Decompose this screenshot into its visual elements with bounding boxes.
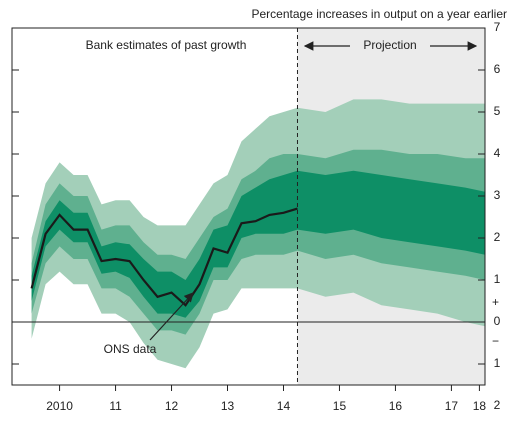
- plot-area: [12, 28, 486, 385]
- sign-label: +: [492, 295, 499, 309]
- y-tick-label: 0: [494, 314, 501, 328]
- y-tick-label: 4: [494, 146, 501, 160]
- y-tick-label: 1: [494, 272, 501, 286]
- chart-title: Percentage increases in output on a year…: [252, 7, 508, 21]
- x-tick-label: 18: [473, 399, 487, 413]
- y-tick-label: 1: [494, 356, 501, 370]
- annotation: Bank estimates of past growth: [86, 38, 247, 52]
- arrow: [149, 292, 194, 341]
- annotation: ONS data: [104, 342, 157, 356]
- x-tick-label: 14: [277, 399, 291, 413]
- x-tick-label: 12: [165, 399, 179, 413]
- sign-label: −: [492, 334, 499, 348]
- central-line: [30, 207, 298, 307]
- x-tick-label: 15: [333, 399, 347, 413]
- plot-frame: [11, 27, 486, 386]
- y-tick-label: 3: [494, 188, 501, 202]
- y-tick-label: 7: [494, 20, 501, 34]
- y-tick-label: 5: [494, 104, 501, 118]
- y-tick-label: 6: [494, 62, 501, 76]
- y-tick-label: 2: [494, 230, 501, 244]
- x-tick-label: 13: [221, 399, 235, 413]
- x-tick-label: 11: [109, 399, 122, 413]
- annotation: Projection: [363, 38, 416, 52]
- x-tick-label: 16: [389, 399, 403, 413]
- x-tick-label: 2010: [46, 399, 73, 413]
- x-tick-label: 17: [445, 399, 459, 413]
- y-tick-label: 2: [494, 398, 501, 412]
